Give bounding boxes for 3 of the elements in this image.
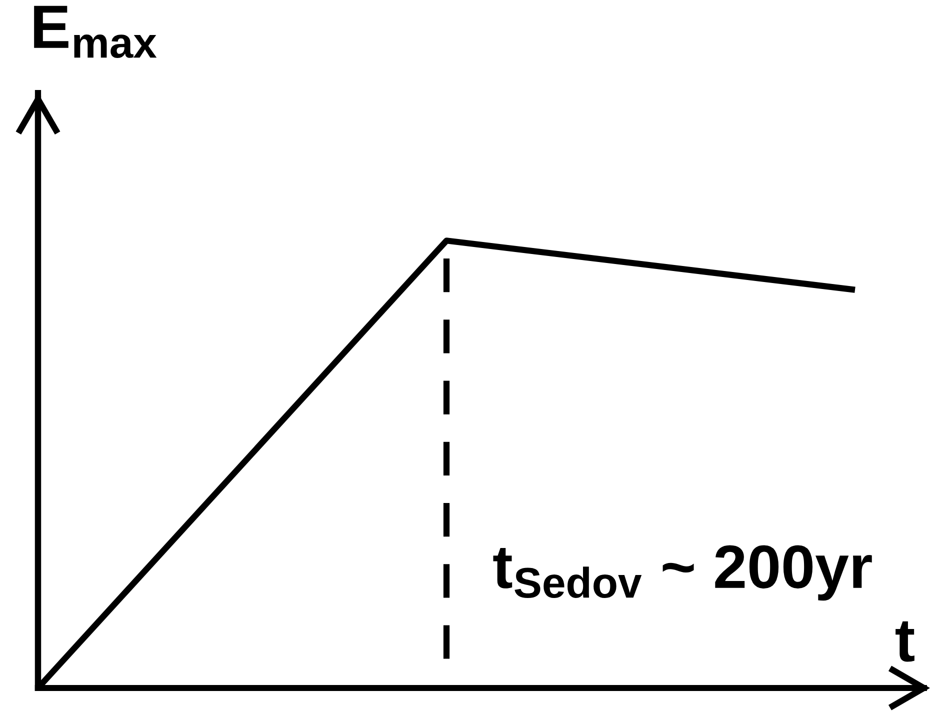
- x-axis-title: t: [896, 621, 914, 662]
- y-axis-title: E$_{max}$: [34, 6, 157, 58]
- annotation: t$_{Sedov}$ ~ 200yr: [493, 545, 872, 601]
